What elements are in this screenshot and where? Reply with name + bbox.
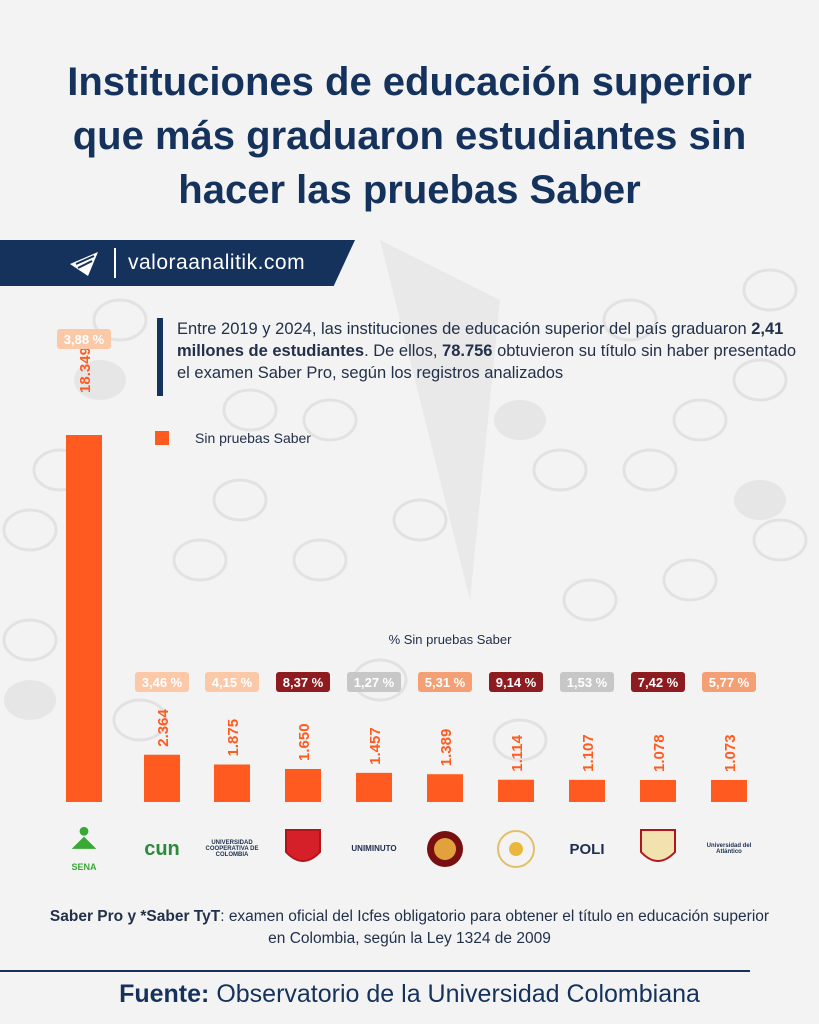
pct-badge-4	[276, 672, 330, 692]
value-label-7: 1.114	[509, 734, 526, 771]
intro-text: Entre 2019 y 2024, las instituciones de …	[157, 318, 797, 396]
pct-label-4: 8,37 %	[283, 675, 324, 690]
pct-badge-7	[489, 672, 543, 692]
pct-badge-2	[135, 672, 189, 692]
cun-logo-icon: cun	[129, 826, 195, 872]
logo-text-1: SENA	[71, 862, 97, 872]
bar-9	[640, 780, 676, 802]
sena-logo-icon: SENA	[51, 826, 117, 872]
bar-3	[214, 764, 250, 802]
bar-6	[427, 774, 463, 802]
bar-1	[66, 435, 102, 802]
footnote: Saber Pro y *Saber TyT: examen oficial d…	[40, 906, 779, 950]
logo-text-3: UNIVERSIDAD COOPERATIVA DE COLOMBIA	[205, 840, 259, 858]
pct-label-5: 1,27 %	[354, 675, 395, 690]
bar-5	[356, 772, 392, 802]
intro-part-1: Entre 2019 y 2024, las instituciones de …	[177, 320, 752, 338]
brand-url-link[interactable]: valoraanalitik.com	[128, 251, 306, 274]
pct-label-1: 3,88 %	[64, 332, 105, 347]
source-text: Observatorio de la Universidad Colombian…	[209, 980, 700, 1008]
source-label: Fuente:	[119, 980, 210, 1008]
value-label-5: 1.457	[367, 727, 384, 765]
bar-8	[569, 779, 605, 802]
bar-2	[144, 754, 180, 802]
pct-badge-8	[560, 672, 614, 692]
logo-text-10: Universidad del Atlántico	[706, 843, 752, 855]
value-label-1: 18.349	[77, 347, 94, 393]
logo-text-5: UNIMINUTO	[351, 844, 397, 853]
source-credit: Fuente: Observatorio de la Universidad C…	[0, 980, 819, 1009]
pct-label-9: 7,42 %	[638, 675, 679, 690]
intro-part-3: obtuvieron su título sin haber presentad…	[177, 342, 797, 382]
pct-badge-10	[702, 672, 756, 692]
source-divider	[0, 970, 750, 972]
percentage-header: % Sin pruebas Saber	[388, 632, 512, 647]
pct-label-8: 1,53 %	[567, 675, 608, 690]
bar-4	[285, 768, 321, 802]
pct-badge-6	[418, 672, 472, 692]
brand-bar	[0, 240, 355, 286]
value-label-3: 1.875	[225, 719, 242, 757]
bar-7	[498, 779, 534, 802]
pct-badge-9	[631, 672, 685, 692]
valora-logo-icon	[70, 252, 98, 276]
bar-10	[711, 780, 747, 802]
title-line-1: Instituciones de educación superior	[67, 60, 752, 104]
brand-separator	[114, 248, 116, 278]
legend-swatch	[155, 431, 169, 445]
sun-seal-logo-icon	[483, 826, 549, 872]
logo-text-2: cun	[144, 838, 180, 860]
intro-bold-count: 78.756	[442, 342, 493, 360]
pct-label-2: 3,46 %	[142, 675, 183, 690]
intro-bold-graduates: 2,41 millones de estudiantes	[177, 320, 784, 360]
shield-logo-icon	[270, 826, 336, 872]
atlantico-logo-icon: Universidad del Atlántico	[696, 826, 762, 872]
pct-label-3: 4,15 %	[212, 675, 253, 690]
chart-title: Instituciones de educación superior que …	[30, 55, 789, 217]
footnote-text: : examen oficial del Icfes obligatorio p…	[220, 908, 770, 947]
value-label-10: 1.073	[722, 734, 739, 772]
intro-part-2: . De ellos,	[364, 342, 443, 360]
pct-label-10: 5,77 %	[709, 675, 750, 690]
poli-logo-icon: POLI	[554, 826, 620, 872]
title-line-3: hacer las pruebas Saber	[178, 168, 641, 212]
value-label-6: 1.389	[438, 729, 455, 767]
logo-text-8: POLI	[569, 840, 605, 858]
title-line-2: que más graduaron estudiantes sin	[72, 114, 747, 158]
seal-logo-icon	[412, 826, 478, 872]
pct-badge-3	[205, 672, 259, 692]
pct-badge-1	[57, 329, 111, 349]
ucc-logo-icon: UNIVERSIDAD COOPERATIVA DE COLOMBIA	[199, 826, 265, 872]
pct-badge-5	[347, 672, 401, 692]
uniminuto-logo-icon: UNIMINUTO	[341, 826, 407, 872]
footnote-bold: Saber Pro y *Saber TyT	[49, 908, 221, 925]
value-label-9: 1.078	[651, 734, 668, 772]
value-label-2: 2.364	[155, 709, 172, 747]
pct-label-7: 9,14 %	[496, 675, 537, 690]
legend-label: Sin pruebas Saber	[195, 430, 311, 446]
pct-label-6: 5,31 %	[425, 675, 466, 690]
legend: Sin pruebas Saber	[155, 430, 311, 446]
value-label-8: 1.107	[580, 734, 597, 772]
crest-logo-icon	[625, 826, 691, 872]
value-label-4: 1.650	[296, 723, 313, 761]
